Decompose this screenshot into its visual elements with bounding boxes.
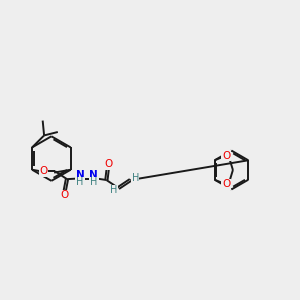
Text: N: N <box>76 170 85 180</box>
Text: O: O <box>104 159 112 169</box>
Text: H: H <box>110 185 117 195</box>
Text: H: H <box>90 177 98 187</box>
Text: O: O <box>39 166 47 176</box>
Text: H: H <box>76 177 84 187</box>
Text: O: O <box>222 151 230 161</box>
Text: O: O <box>222 179 230 189</box>
Text: H: H <box>132 173 139 183</box>
Text: N: N <box>89 170 98 180</box>
Text: O: O <box>60 190 68 200</box>
